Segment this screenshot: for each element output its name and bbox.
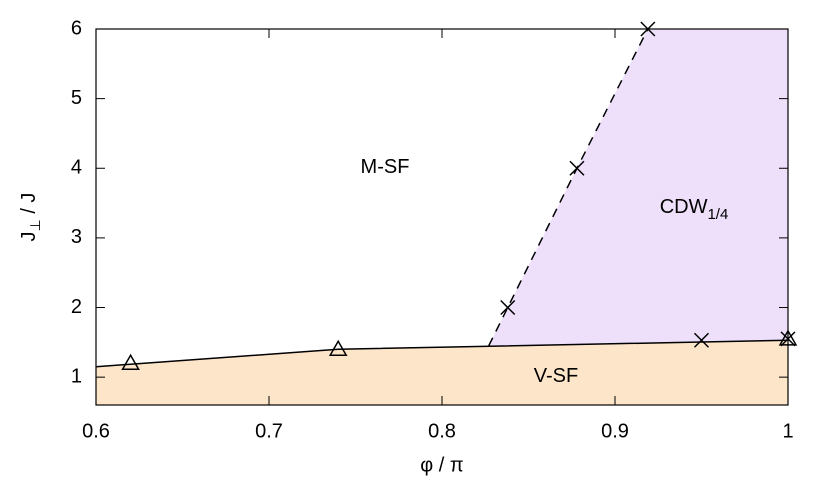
y-tick-label: 3 bbox=[71, 226, 82, 248]
y-tick-label: 2 bbox=[71, 296, 82, 318]
x-tick-label: 1 bbox=[782, 420, 793, 442]
cross-marker bbox=[693, 332, 710, 348]
x-tick-label: 0.8 bbox=[428, 420, 456, 442]
y-label-main: J bbox=[18, 231, 40, 241]
region-cdw bbox=[488, 29, 788, 346]
region-label: V-SF bbox=[534, 365, 578, 387]
triangle-marker bbox=[328, 339, 348, 357]
region-label-sub: 1/4 bbox=[707, 206, 728, 223]
x-axis-label: φ / π bbox=[420, 454, 463, 476]
region-label-text: CDW bbox=[660, 196, 708, 218]
region-label-text: M-SF bbox=[361, 156, 410, 178]
triangle-marker bbox=[121, 353, 140, 370]
x-tick-label: 0.9 bbox=[601, 420, 629, 442]
y-label-sub: ⊥ bbox=[27, 219, 43, 231]
boundary-line bbox=[95, 339, 789, 368]
region-label-text: V-SF bbox=[534, 365, 578, 387]
y-axis-label: J⊥ / J bbox=[18, 193, 42, 242]
x-tick-label: 0.6 bbox=[82, 420, 110, 442]
cross-marker bbox=[500, 299, 516, 316]
boundary-line bbox=[488, 28, 649, 347]
y-tick-label: 5 bbox=[71, 87, 82, 109]
y-tick-label: 1 bbox=[71, 365, 82, 387]
region-v-sf bbox=[96, 340, 788, 405]
region-label: M-SF bbox=[361, 156, 410, 178]
cross-marker bbox=[569, 160, 585, 176]
region-label: CDW1/4 bbox=[660, 196, 729, 223]
y-tick-label: 6 bbox=[71, 17, 82, 39]
y-label-rest: / J bbox=[18, 193, 40, 220]
y-tick-label: 4 bbox=[71, 157, 82, 179]
x-tick-label: 0.7 bbox=[255, 420, 283, 442]
